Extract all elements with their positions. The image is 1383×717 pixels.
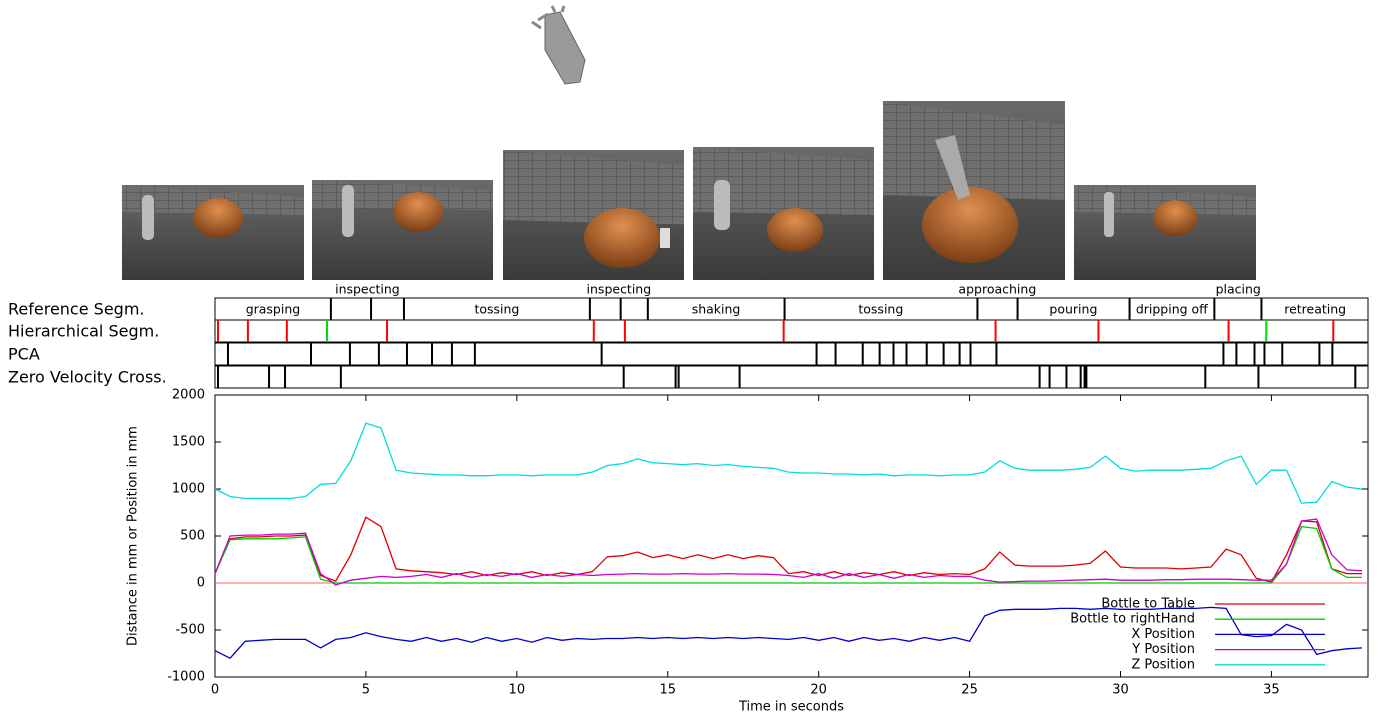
segment-label: approaching [958,282,1036,297]
legend-label: Bottle to rightHand [1070,612,1195,627]
row-label: PCA [8,345,40,364]
chart-layer: Reference Segm. grasping inspecting tossing… [8,282,1368,715]
x-tick-label: 15 [659,683,676,698]
series-line [215,527,1362,583]
x-tick-label: 30 [1112,683,1129,698]
y-axis-label: Distance in mm or Position in mm [126,426,141,646]
segment-label: inspecting [587,282,652,297]
x-tick-label: 0 [211,683,219,698]
segment-label: inspecting [335,282,400,297]
x-axis-label: Time in seconds [738,700,844,715]
x-tick-label: 35 [1263,683,1280,698]
x-tick-label: 20 [810,683,827,698]
hand-image [532,6,585,84]
y-tick-label: 1500 [172,435,205,450]
segment-label: tossing [474,302,519,317]
segment-label: grasping [246,302,301,317]
row-label: Reference Segm. [8,300,144,319]
y-tick-label: 500 [180,529,205,544]
legend-label: Z Position [1131,657,1195,672]
series-line [215,423,1362,503]
segment-label: tossing [858,302,903,317]
scene-image [1074,185,1256,280]
legend-label: X Position [1131,627,1195,642]
scene-image [693,147,874,280]
y-tick-label: 1000 [172,482,205,497]
y-tick-label: -1000 [167,670,205,685]
segment-label: placing [1216,282,1261,297]
x-tick-label: 10 [509,683,526,698]
legend-label: Y Position [1131,642,1195,657]
scene-image [312,180,493,280]
page: {"chart_data": [ {"type": "segmentation"… [0,0,1383,717]
scene-image [503,150,684,280]
y-tick-label: 0 [197,576,205,591]
segment-label: pouring [1049,302,1097,317]
segment-row [215,366,1368,388]
series-line [215,519,1362,585]
scene-image [883,101,1065,280]
x-tick-label: 25 [961,683,978,698]
scene-image [122,185,304,280]
y-tick-label: 2000 [172,388,205,403]
series-line [215,517,1362,582]
x-tick-label: 5 [362,683,370,698]
row-label: Zero Velocity Cross. [8,368,167,387]
segment-label: shaking [692,302,741,317]
legend-label: Bottle to Table [1101,597,1195,612]
row-label: Hierarchical Segm. [8,322,159,341]
figure: Reference Segm. grasping inspecting tossing… [0,0,1383,717]
y-tick-label: -500 [175,623,205,638]
segment-label: dripping off [1136,302,1208,317]
segment-label: retreating [1284,302,1346,317]
segment-row [215,343,1368,365]
plot-frame [215,395,1368,677]
